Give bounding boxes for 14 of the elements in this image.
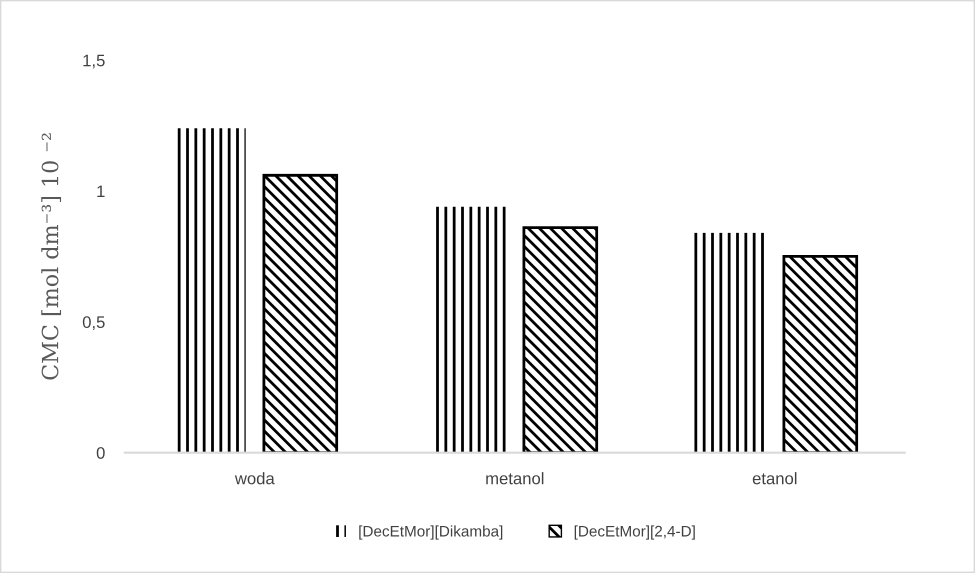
x-tick-label: metanol [486, 472, 544, 484]
bar [262, 174, 338, 453]
legend-label: [DecEtMor][Dikamba] [359, 525, 502, 540]
legend-label: [DecEtMor][2,4-D] [574, 525, 695, 540]
bar [692, 232, 766, 453]
y-axis-title: CMC [mol dm⁻³] 10 ⁻² [41, 133, 62, 380]
bar [522, 226, 598, 453]
y-tick-label: 0,5 [82, 316, 105, 330]
x-tick-label: woda [234, 472, 275, 484]
y-tick-label: 1,5 [83, 54, 105, 68]
y-tick-label: 1 [97, 186, 105, 198]
y-tick-label: 0 [96, 447, 105, 459]
x-tick-label: etanol [752, 472, 796, 484]
bar [782, 255, 858, 453]
